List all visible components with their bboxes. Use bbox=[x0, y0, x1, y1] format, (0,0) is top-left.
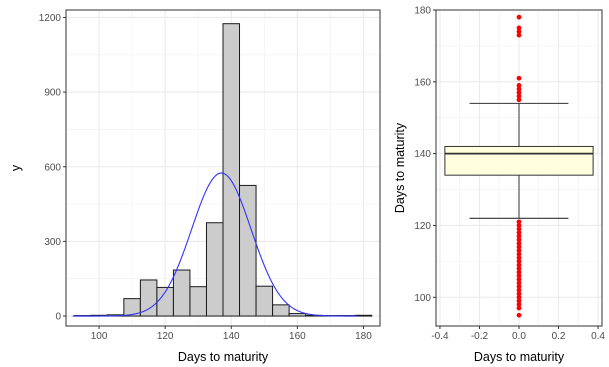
y-axis-title: Days to maturity bbox=[393, 122, 407, 213]
outlier-point bbox=[516, 25, 522, 31]
y-tick-label: 180 bbox=[414, 6, 431, 17]
outlier-point bbox=[516, 97, 522, 103]
outlier-point bbox=[516, 223, 522, 228]
y-tick-label: 900 bbox=[44, 88, 61, 99]
histogram-bar bbox=[172, 269, 191, 317]
outlier-point bbox=[516, 230, 522, 236]
x-tick-label: 0.4 bbox=[591, 331, 605, 342]
x-tick-label: 160 bbox=[289, 331, 306, 342]
histogram-bar bbox=[205, 222, 224, 317]
histogram-panel: 100 120 140 160 180 0 300 600 900 1200 Days to mat… bbox=[9, 9, 381, 364]
x-tick-label: 180 bbox=[355, 331, 372, 342]
histogram-bar bbox=[255, 285, 274, 317]
y-tick-label: 100 bbox=[414, 293, 431, 304]
outlier-point bbox=[516, 75, 522, 81]
x-tick-label: 100 bbox=[91, 331, 108, 342]
histogram-bar bbox=[139, 279, 158, 317]
outlier-point bbox=[516, 29, 522, 34]
x-axis-title: Days to maturity bbox=[474, 350, 565, 364]
y-tick-label: 1200 bbox=[39, 13, 62, 24]
boxplot-panel: -0.4 -0.2 0.0 0.2 0.4 100 120 140 160 180 Days to … bbox=[393, 6, 605, 365]
y-tick-label: 0 bbox=[55, 312, 61, 323]
histogram-bar bbox=[189, 286, 207, 317]
x-tick-label: -0.2 bbox=[471, 331, 489, 342]
outlier-point bbox=[516, 312, 522, 318]
outlier-point bbox=[516, 294, 522, 300]
outlier-point bbox=[516, 276, 522, 282]
x-tick-label: 120 bbox=[157, 331, 174, 342]
panel-border bbox=[65, 9, 381, 327]
outlier-point bbox=[516, 237, 522, 243]
outlier-point bbox=[516, 93, 522, 99]
y-axis-title: y bbox=[9, 164, 23, 171]
outlier-point bbox=[516, 287, 522, 293]
box-iqr bbox=[444, 145, 594, 176]
histogram-bar bbox=[354, 314, 373, 317]
histogram-bar bbox=[239, 184, 257, 317]
outlier-point bbox=[516, 280, 522, 286]
outlier-point bbox=[516, 83, 522, 88]
y-tick-label: 300 bbox=[44, 237, 61, 248]
outlier-point bbox=[516, 90, 522, 95]
outlier-point bbox=[516, 305, 522, 311]
x-tick-label: 0.0 bbox=[512, 331, 526, 342]
outlier-point bbox=[516, 273, 522, 279]
histogram-bar bbox=[288, 313, 307, 317]
outlier-point bbox=[516, 291, 522, 297]
histogram-bar bbox=[222, 23, 241, 317]
outlier-point bbox=[516, 32, 522, 38]
outlier-point bbox=[516, 226, 522, 232]
outlier-point bbox=[516, 258, 522, 264]
outlier-point bbox=[516, 219, 522, 225]
outlier-point bbox=[516, 302, 522, 307]
x-tick-label: 0.2 bbox=[552, 331, 566, 342]
y-tick-label: 600 bbox=[44, 162, 61, 173]
outlier-point bbox=[516, 262, 522, 268]
outlier-point bbox=[516, 269, 522, 275]
outlier-point bbox=[516, 244, 522, 250]
density-curve bbox=[72, 172, 357, 317]
outlier-point bbox=[516, 241, 522, 246]
y-tick-label: 140 bbox=[414, 149, 431, 160]
outlier-point bbox=[516, 251, 522, 257]
outlier-point bbox=[516, 284, 522, 289]
outlier-point bbox=[516, 255, 522, 261]
outlier-point bbox=[516, 233, 522, 239]
y-tick-label: 120 bbox=[414, 221, 431, 232]
histogram-bar bbox=[272, 304, 290, 317]
outlier-point bbox=[516, 298, 522, 304]
x-tick-label: -0.4 bbox=[431, 331, 449, 342]
outlier-point bbox=[516, 86, 522, 92]
outlier-point bbox=[516, 14, 522, 20]
x-tick-label: 140 bbox=[223, 331, 240, 342]
outlier-point bbox=[516, 248, 522, 253]
outlier-point bbox=[516, 266, 522, 271]
x-axis-title: Days to maturity bbox=[178, 350, 269, 364]
y-tick-label: 160 bbox=[414, 77, 431, 88]
